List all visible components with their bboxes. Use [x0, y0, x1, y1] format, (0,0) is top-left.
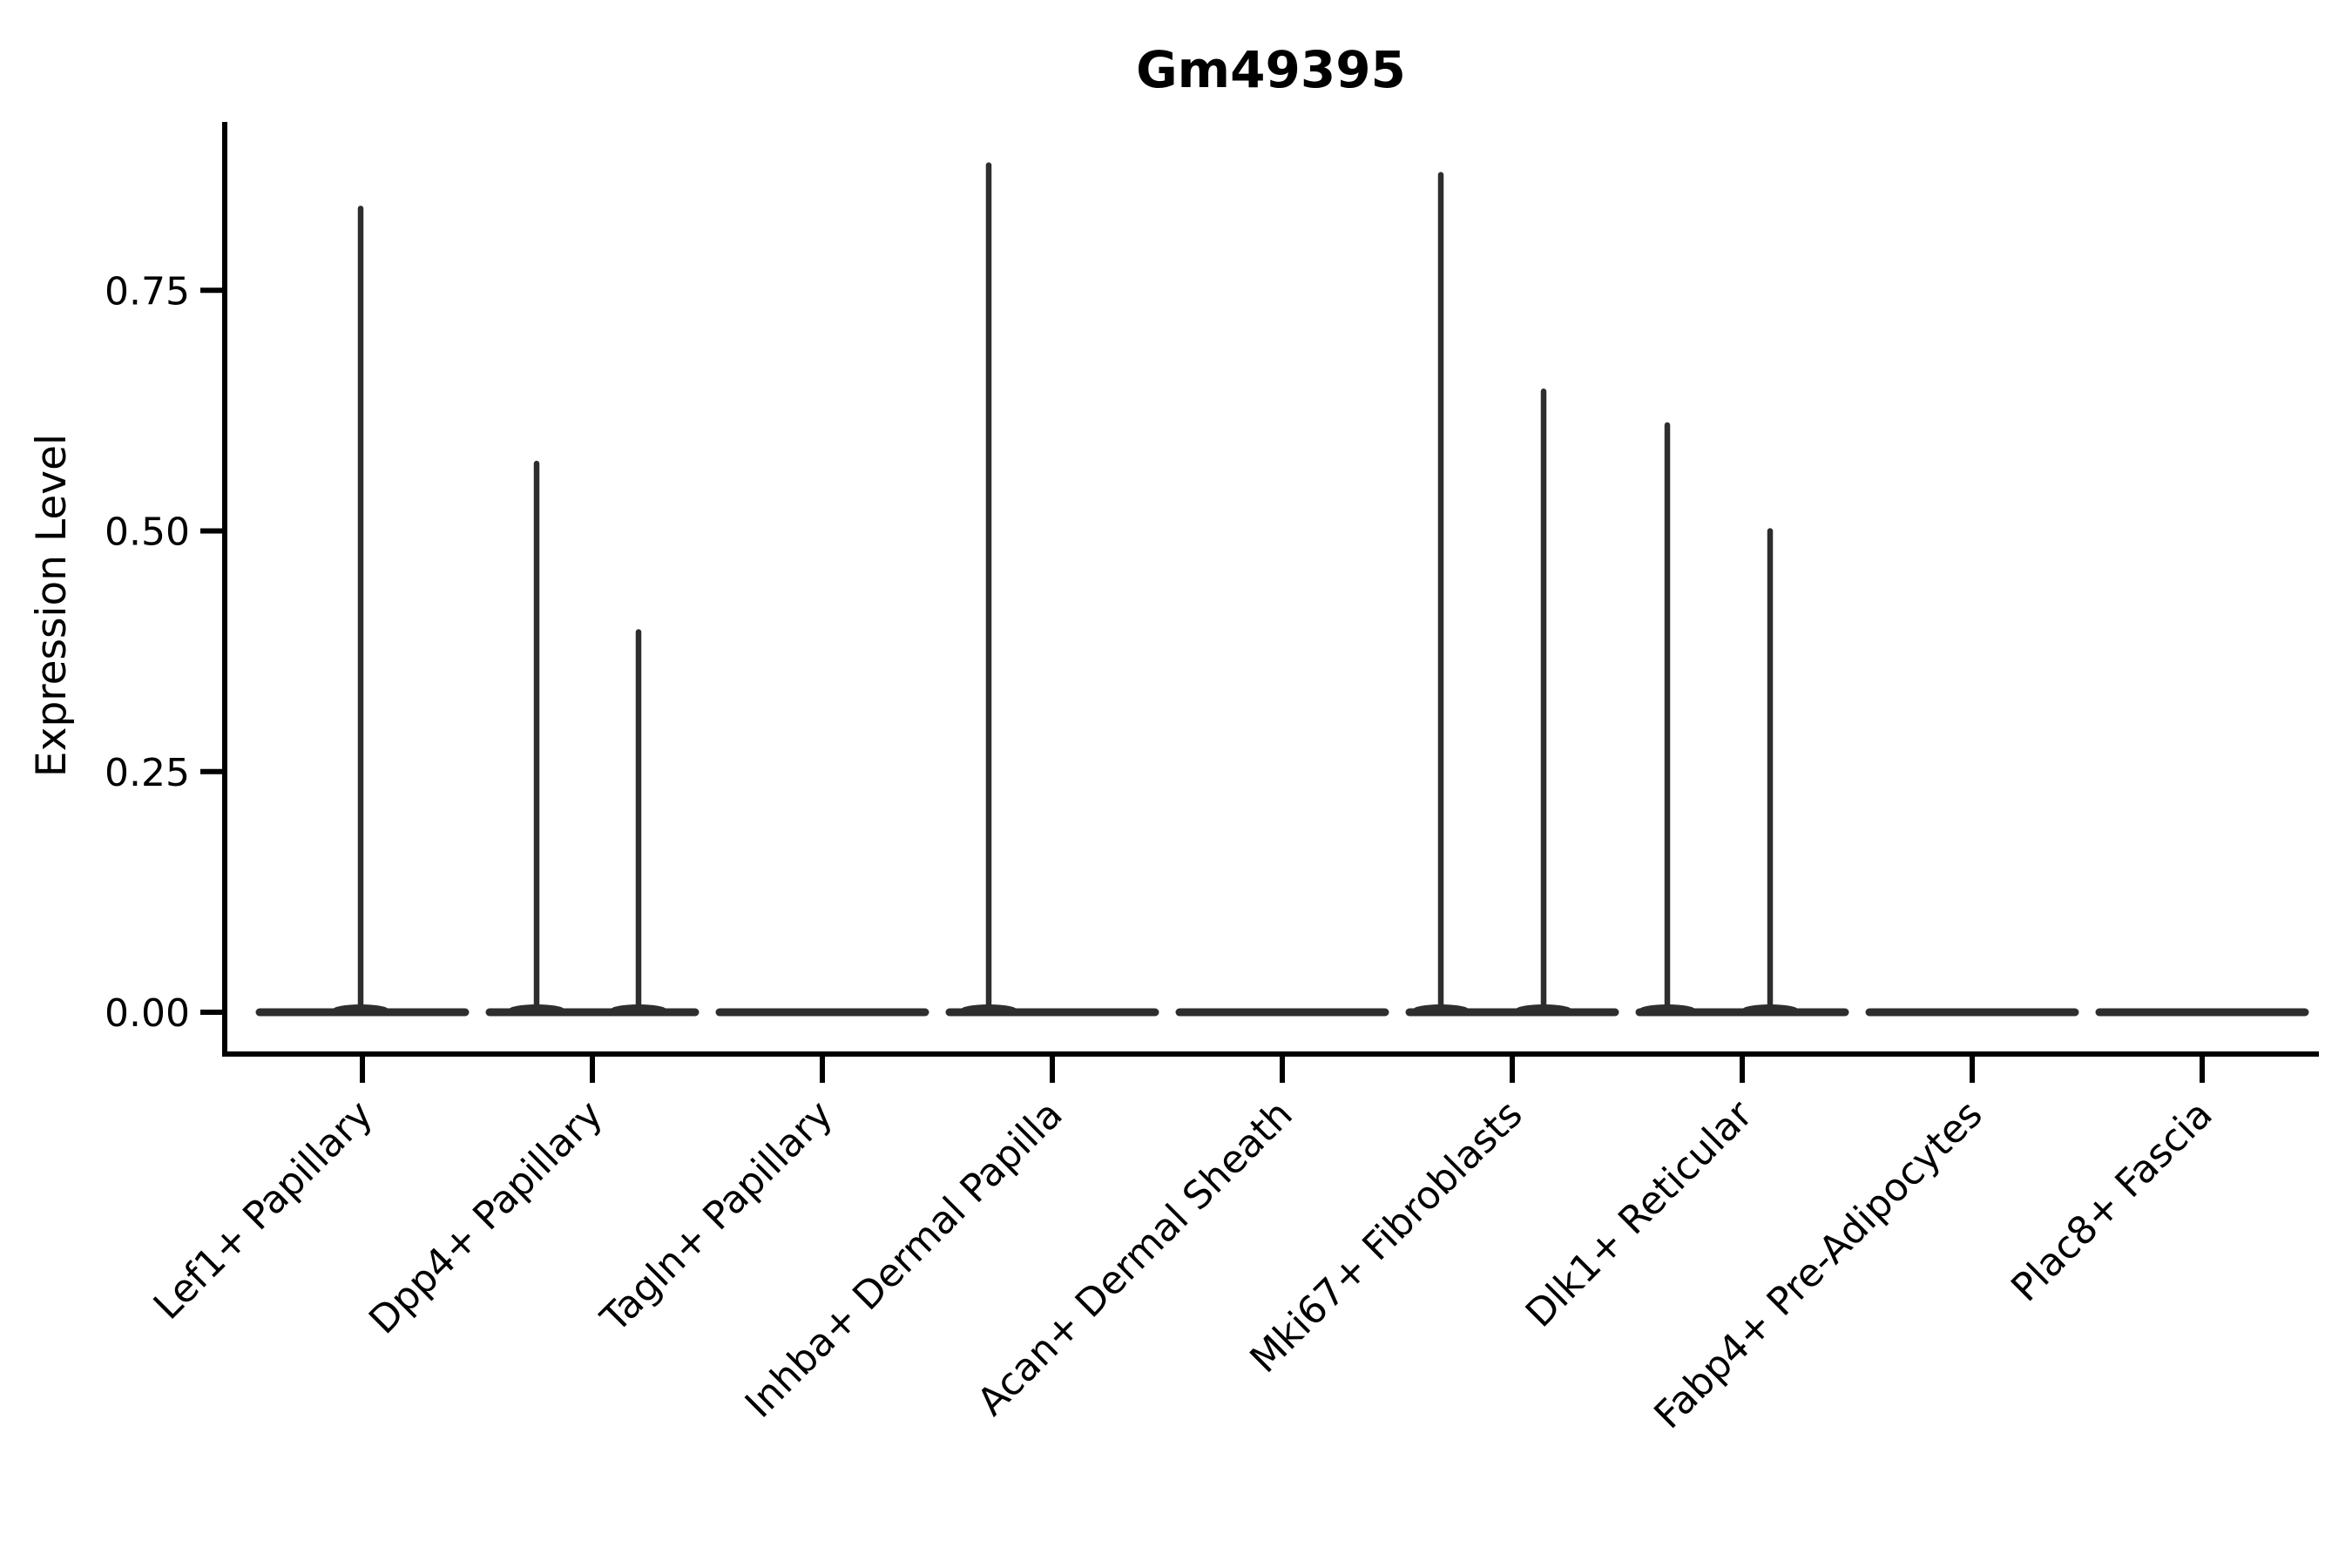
- y-axis-label: Expression Level: [28, 434, 76, 777]
- violin: [1635, 422, 1849, 1017]
- y-tick-label: 0.00: [105, 991, 190, 1036]
- y-tick-label: 0.50: [105, 510, 190, 555]
- chart-title: Gm49395: [1136, 40, 1406, 99]
- y-axis-ticks: 0.00 0.25 0.50 0.75: [105, 269, 225, 1036]
- y-tick-label: 0.75: [105, 269, 190, 314]
- x-tick-label: Tagln+ Papillary: [592, 1092, 841, 1342]
- violin: [485, 460, 700, 1017]
- x-tick-label: Dpp4+ Papillary: [361, 1092, 612, 1343]
- x-tick-label: Lef1+ Papillary: [145, 1092, 382, 1328]
- x-tick-label: Plac8+ Fascia: [2003, 1092, 2221, 1311]
- violin: [945, 162, 1159, 1017]
- violin: [1405, 172, 1619, 1017]
- violins: [255, 162, 2309, 1017]
- violin: [255, 206, 470, 1017]
- x-tick-label: Dlk1+ Reticular: [1517, 1092, 1762, 1336]
- y-tick-label: 0.25: [105, 751, 190, 795]
